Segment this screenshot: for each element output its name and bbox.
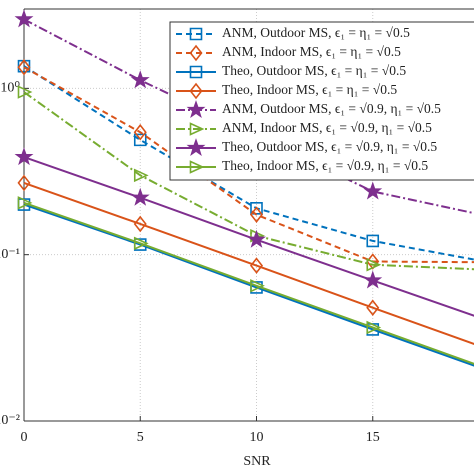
marker	[133, 236, 149, 251]
series-line	[23, 66, 474, 264]
legend-marker	[189, 27, 203, 41]
legend-marker	[189, 122, 205, 136]
marker	[17, 196, 33, 210]
marker	[17, 85, 33, 99]
x-tick-label: 15	[366, 430, 380, 445]
marker	[133, 123, 147, 141]
series-line	[23, 203, 474, 367]
legend-label: Theo, Outdoor MS, ϵ₁ = η₁ = √0.5	[222, 63, 406, 78]
legend-label: Theo, Indoor MS, ϵ₁ = η₁ = √0.5	[222, 82, 397, 97]
x-axis-label: SNR	[243, 454, 271, 469]
legend-label: ANM, Indoor MS, ϵ₁ = √0.9, η₁ = √0.5	[222, 120, 432, 135]
marker	[17, 174, 31, 192]
legend-marker	[189, 160, 205, 174]
series-line	[23, 201, 474, 365]
legend-box	[169, 21, 474, 181]
marker	[133, 215, 147, 233]
marker	[249, 206, 264, 223]
series-line	[23, 181, 474, 345]
marker	[130, 187, 150, 206]
marker	[363, 181, 383, 200]
y-tick-label: 10⁻¹	[0, 247, 20, 262]
legend-label: Theo, Indoor MS, ϵ₁ = √0.9, η₁ = √0.5	[222, 158, 428, 173]
legend-label: ANM, Outdoor MS, ϵ₁ = √0.9, η₁ = √0.5	[222, 101, 441, 116]
legend-marker	[186, 138, 206, 157]
x-tick-label: 10	[250, 430, 264, 445]
legend-marker	[186, 100, 206, 119]
legend-label: ANM, Indoor MS, ϵ₁ = η₁ = √0.5	[222, 44, 401, 59]
x-tick-label: 0	[21, 430, 28, 445]
legend-marker	[189, 65, 203, 79]
legend-marker	[189, 44, 203, 62]
marker	[366, 320, 382, 335]
marker	[130, 70, 150, 89]
marker	[366, 234, 380, 248]
marker	[363, 270, 383, 289]
y-tick-label: 10⁻²	[0, 413, 20, 428]
marker	[249, 257, 264, 274]
marker	[14, 147, 34, 166]
y-tick-label: 10⁰	[0, 81, 20, 96]
marker	[17, 58, 31, 76]
marker	[366, 257, 382, 272]
marker	[14, 9, 34, 28]
marker	[366, 299, 380, 316]
legend-label: Theo, Outdoor MS, ϵ₁ = √0.9, η₁ = √0.5	[222, 139, 437, 154]
x-tick-label: 5	[137, 430, 144, 445]
marker	[250, 279, 265, 293]
legend-label: ANM, Outdoor MS, ϵ₁ = η₁ = √0.5	[222, 25, 410, 40]
legend-marker	[189, 82, 203, 100]
marker	[133, 168, 149, 183]
marker	[247, 229, 266, 248]
